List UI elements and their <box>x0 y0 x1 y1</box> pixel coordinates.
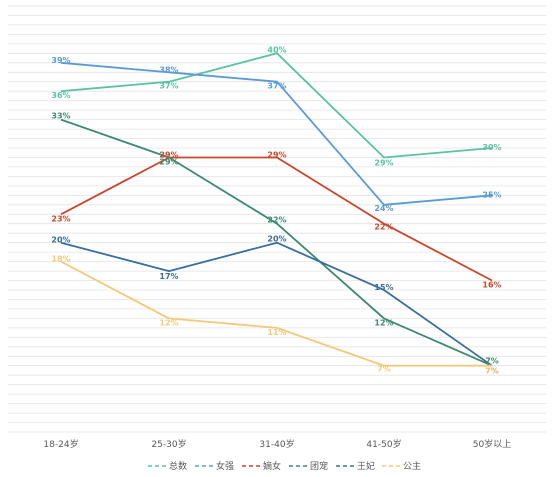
data-label: 17% <box>159 272 178 281</box>
data-label: 29% <box>159 151 178 160</box>
data-label: 20% <box>267 235 286 244</box>
data-label: 12% <box>374 318 393 327</box>
data-label: 37% <box>159 82 178 91</box>
data-label: 20% <box>51 236 70 245</box>
data-label: 22% <box>374 223 393 232</box>
data-label: 29% <box>374 159 393 168</box>
data-label: 15% <box>374 283 393 292</box>
data-label: 7% <box>377 365 391 374</box>
data-label: 38% <box>159 65 178 74</box>
x-tick-label: 25-30岁 <box>151 438 186 450</box>
data-labels: 36%37%40%29%30%39%38%37%24%25%23%29% 29%2… <box>51 45 501 375</box>
legend-label: 女强 <box>216 460 234 472</box>
data-label: 40% <box>267 45 286 54</box>
data-label: 37% <box>267 82 286 91</box>
legend: 总数 女强 嫡女 团宠 王妃 公主 <box>148 460 421 472</box>
x-axis-ticks: 18-24岁 25-30岁 31-40岁 41-50岁 50岁以上 <box>43 438 511 450</box>
x-tick-label: 31-40岁 <box>259 438 294 450</box>
series-line <box>60 118 493 367</box>
data-label: 24% <box>374 204 393 213</box>
data-label: 29% <box>267 151 286 160</box>
data-label: 18% <box>51 255 70 264</box>
legend-label: 总数 <box>169 460 187 472</box>
legend-label: 王妃 <box>357 460 375 472</box>
data-label: 7% <box>485 367 499 376</box>
legend-label: 嫡女 <box>263 460 281 472</box>
series-line <box>60 52 493 159</box>
data-label: 16% <box>482 281 501 290</box>
data-label: 7% <box>485 367 499 376</box>
data-label: 12% <box>159 318 178 327</box>
series-line <box>60 241 493 367</box>
data-label: 30% <box>482 143 501 152</box>
series-line <box>60 61 493 206</box>
x-tick-label: 41-50岁 <box>366 438 401 450</box>
data-label: 25% <box>482 190 501 199</box>
legend-label: 团宠 <box>310 460 328 472</box>
series-lines <box>60 52 493 367</box>
data-label: 33% <box>51 112 70 121</box>
series-line <box>60 260 492 367</box>
legend-label: 公主 <box>403 460 421 472</box>
data-label: 36% <box>51 91 70 100</box>
series-line <box>60 156 493 282</box>
data-label: 11% <box>267 328 286 337</box>
x-tick-label: 18-24岁 <box>43 438 78 450</box>
data-label: 29% <box>159 158 178 167</box>
data-label: 7% <box>485 357 499 366</box>
x-tick-label: 50岁以上 <box>473 438 511 450</box>
data-label: 39% <box>51 56 70 65</box>
data-label: 23% <box>51 214 70 223</box>
data-label: 22% <box>267 216 286 225</box>
